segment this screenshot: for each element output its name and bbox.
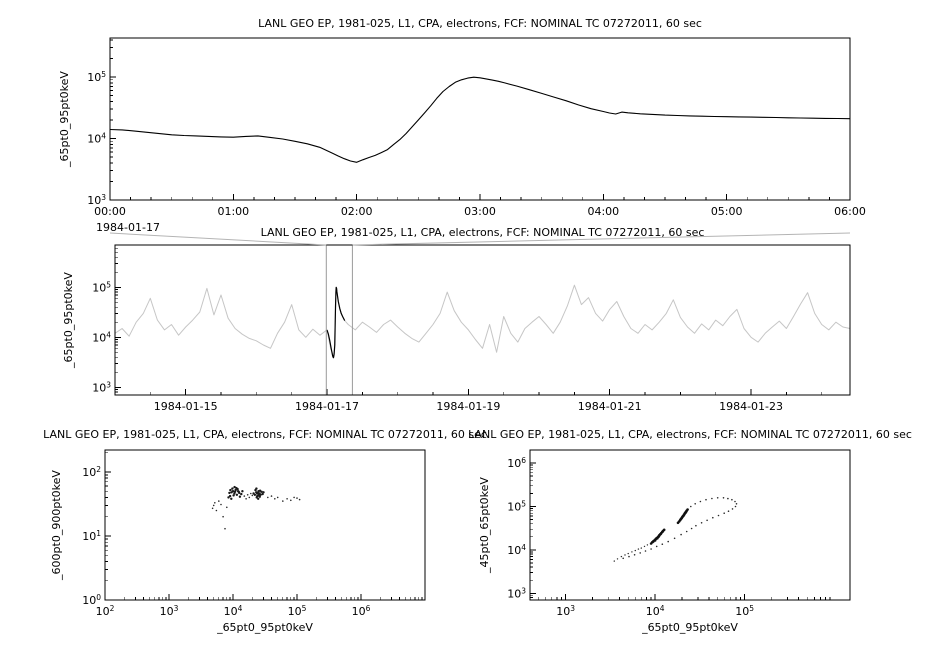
x-tick-label: 04:00 xyxy=(587,205,619,218)
y-axis-label: _600pt0_900pt0keV xyxy=(50,470,63,581)
series-tail xyxy=(613,544,649,562)
x-tick-label: 106 xyxy=(352,604,371,618)
panel-context-timeseries[interactable]: 1984-01-15 1984-01-17 1984-01-19 1984-01-21… xyxy=(62,226,851,413)
plot-area[interactable] xyxy=(110,38,850,200)
y-tick-label: 103 xyxy=(92,380,111,394)
x-tick-label: 105 xyxy=(735,604,754,618)
zoom-connectors xyxy=(109,232,851,246)
x-tick-label: 103 xyxy=(160,604,179,618)
x-tick-label: 103 xyxy=(556,604,575,618)
plot-area[interactable] xyxy=(115,245,850,395)
y-axis-label: _65pt0_95pt0keV xyxy=(62,272,75,369)
y-tick-label: 102 xyxy=(82,465,101,479)
x-tick-label: 1984-01-17 xyxy=(295,400,359,413)
x-tick-label: 02:00 xyxy=(341,205,373,218)
x-axis-date-label: 1984-01-17 xyxy=(96,221,160,234)
y-tick-label: 104 xyxy=(87,131,106,145)
x-tick-label: 105 xyxy=(288,604,307,618)
x-tick-label: 1984-01-19 xyxy=(436,400,500,413)
series-scatter-sparse xyxy=(211,492,301,530)
x-tick-label: 102 xyxy=(96,604,115,618)
y-tick-label: 106 xyxy=(507,456,526,470)
plot-area[interactable] xyxy=(105,450,425,600)
y-tick-label: 105 xyxy=(87,70,106,84)
series-loop xyxy=(622,497,738,560)
series-cluster-a xyxy=(227,485,244,500)
y-tick-label: 103 xyxy=(507,586,526,600)
series-flux-65-95keV xyxy=(109,76,851,163)
connector-line-right xyxy=(352,232,851,246)
x-axis-label: _65pt0_95pt0keV xyxy=(216,621,313,634)
series-cluster-b xyxy=(252,487,265,500)
panel-scatter-45-65[interactable]: 103 104 105 103 104 105 106 LANL GEO EP, 1981-0… xyxy=(468,428,912,634)
series-band-b xyxy=(676,508,689,525)
series-highlight-zoom-interval xyxy=(326,286,346,359)
series-band-a xyxy=(649,528,666,545)
y-tick-label: 105 xyxy=(507,499,526,513)
x-tick-label: 05:00 xyxy=(711,205,743,218)
plot-frame xyxy=(529,449,851,601)
y-tick-label: 105 xyxy=(92,280,111,294)
x-tick-label: 00:00 xyxy=(94,205,126,218)
y-axis-label: _45pt0_65pt0keV xyxy=(478,477,491,574)
plot-frame xyxy=(104,449,426,601)
plot-frame xyxy=(114,244,851,396)
y-tick-label: 104 xyxy=(92,330,111,344)
panel-title: LANL GEO EP, 1981-025, L1, CPA, electron… xyxy=(43,428,487,441)
panel-title: LANL GEO EP, 1981-025, L1, CPA, electron… xyxy=(261,226,705,239)
plot-area[interactable] xyxy=(530,450,850,600)
panel-title: LANL GEO EP, 1981-025, L1, CPA, electron… xyxy=(468,428,912,441)
x-tick-label: 104 xyxy=(224,604,243,618)
plot-frame xyxy=(109,37,851,201)
x-tick-label: 1984-01-23 xyxy=(719,400,783,413)
x-tick-label: 06:00 xyxy=(834,205,866,218)
x-tick-label: 01:00 xyxy=(217,205,249,218)
panel-title: LANL GEO EP, 1981-025, L1, CPA, electron… xyxy=(258,17,702,30)
panel-top-zoom-timeseries[interactable]: 00:00 01:00 02:00 03:00 04:00 05:00 06:0010310… xyxy=(58,17,866,234)
y-axis-label: _65pt0_95pt0keV xyxy=(58,71,71,168)
x-tick-label: 1984-01-15 xyxy=(154,400,218,413)
x-tick-label: 03:00 xyxy=(464,205,496,218)
connector-line-left xyxy=(109,232,327,246)
x-tick-label: 104 xyxy=(646,604,665,618)
y-tick-label: 101 xyxy=(82,529,101,543)
y-tick-label: 104 xyxy=(507,543,526,557)
series-context-week xyxy=(114,284,851,358)
x-tick-label: 1984-01-21 xyxy=(578,400,642,413)
x-axis-label: _65pt0_95pt0keV xyxy=(641,621,738,634)
